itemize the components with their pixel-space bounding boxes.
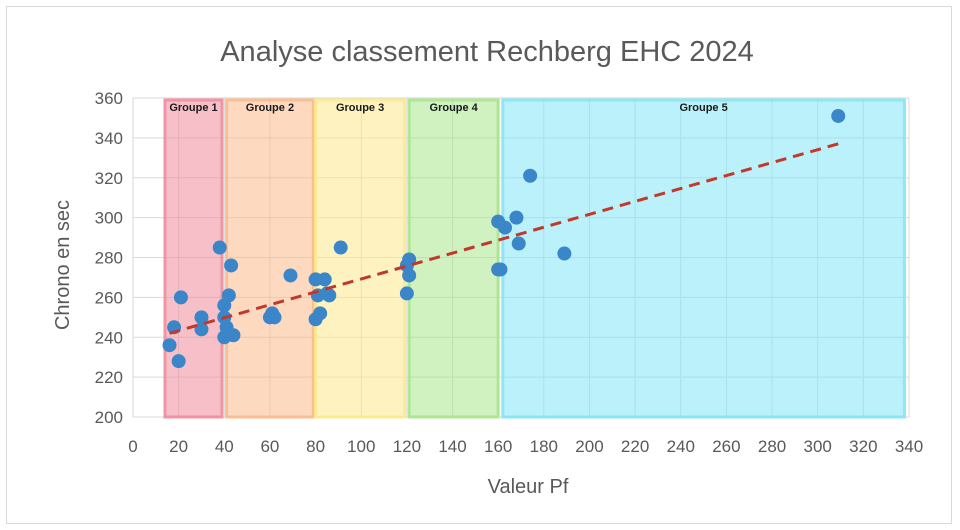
- chart-frame: Analyse classement Rechberg EHC 2024 Gro…: [6, 6, 952, 524]
- group-band-2: [225, 98, 315, 419]
- data-point: [221, 288, 236, 303]
- data-point: [333, 240, 348, 255]
- group-band-1: [163, 98, 224, 419]
- x-tick-label: 180: [530, 437, 558, 456]
- data-point: [267, 310, 282, 325]
- x-tick-label: 160: [484, 437, 512, 456]
- y-tick-label: 280: [95, 249, 123, 268]
- data-point: [194, 322, 209, 337]
- data-point: [283, 268, 298, 283]
- x-tick-label: 40: [215, 437, 234, 456]
- data-point: [557, 246, 572, 261]
- y-tick-label: 320: [95, 169, 123, 188]
- data-point: [511, 236, 526, 251]
- chart-title: Analyse classement Rechberg EHC 2024: [220, 36, 754, 68]
- x-tick-label: 220: [621, 437, 649, 456]
- data-point: [226, 328, 241, 343]
- data-point: [224, 258, 239, 273]
- plot-area: Groupe 1 Groupe 2 Groupe 3 Groupe 4 Groupe 5…: [95, 89, 924, 456]
- data-point: [831, 108, 846, 123]
- data-point: [399, 286, 414, 301]
- data-point: [523, 168, 538, 183]
- x-tick-label: 240: [667, 437, 695, 456]
- x-tick-label: 200: [575, 437, 603, 456]
- x-tick-label: 300: [804, 437, 832, 456]
- scatter-chart: Analyse classement Rechberg EHC 2024 Gro…: [52, 36, 924, 498]
- x-tick-label: 280: [758, 437, 786, 456]
- x-tick-label: 0: [128, 437, 137, 456]
- y-tick-label: 200: [95, 408, 123, 427]
- x-tick-label: 80: [306, 437, 325, 456]
- y-axis-title: Chrono en sec: [52, 200, 74, 330]
- x-tick-label: 20: [169, 437, 188, 456]
- group-label-5: Groupe 5: [679, 102, 727, 114]
- x-tick-label: 260: [712, 437, 740, 456]
- x-tick-label: 100: [347, 437, 375, 456]
- group-band-5: [501, 98, 906, 419]
- data-point: [322, 288, 337, 303]
- group-band-3: [314, 98, 407, 419]
- group-label-2: Groupe 2: [246, 102, 294, 114]
- y-tick-label: 360: [95, 89, 123, 108]
- y-tick-label: 240: [95, 328, 123, 347]
- data-point: [194, 310, 209, 325]
- group-label-4: Groupe 4: [430, 102, 479, 114]
- data-point: [498, 220, 513, 235]
- x-tick-label: 320: [849, 437, 877, 456]
- data-point: [171, 354, 186, 369]
- data-point: [402, 268, 417, 283]
- data-point: [313, 306, 328, 321]
- y-tick-label: 300: [95, 209, 123, 228]
- x-tick-label: 60: [260, 437, 279, 456]
- y-tick-label: 220: [95, 368, 123, 387]
- group-label-1: Groupe 1: [169, 102, 217, 114]
- data-point: [212, 240, 227, 255]
- data-point: [509, 210, 524, 225]
- y-tick-label: 260: [95, 288, 123, 307]
- y-tick-label: 340: [95, 129, 123, 148]
- data-point: [173, 290, 188, 305]
- x-tick-label: 340: [895, 437, 923, 456]
- trendline: [169, 142, 839, 335]
- x-tick-label: 140: [438, 437, 466, 456]
- x-tick-label: 120: [393, 437, 421, 456]
- data-point: [317, 272, 332, 287]
- data-point: [162, 338, 177, 353]
- x-axis-title: Valeur Pf: [488, 476, 569, 498]
- group-band-4: [407, 98, 500, 419]
- group-label-3: Groupe 3: [336, 102, 384, 114]
- data-point: [493, 262, 508, 277]
